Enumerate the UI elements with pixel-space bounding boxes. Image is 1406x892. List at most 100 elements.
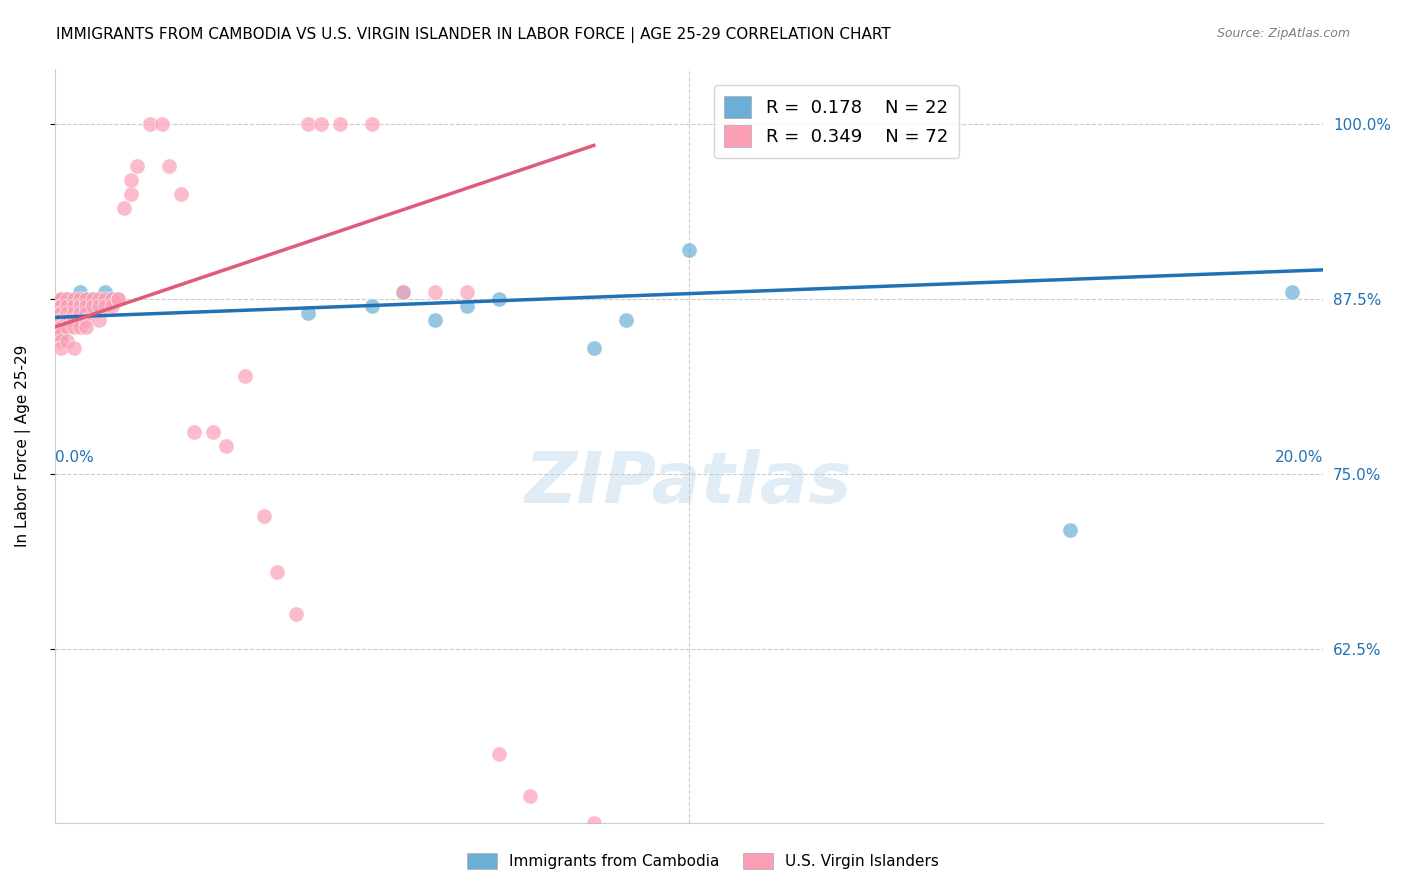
Point [100,292,122,306]
Point [100,292,122,306]
Point [87,313,110,327]
Point [425,313,447,327]
Point [284,607,307,621]
Point [152,118,174,132]
Point [75,292,97,306]
Point [75,292,97,306]
Legend: Immigrants from Cambodia, U.S. Virgin Islanders: Immigrants from Cambodia, U.S. Virgin Is… [461,847,945,875]
Point [49,299,72,313]
Point [56,292,79,306]
Point [69,320,91,334]
Point [62,299,84,313]
Point [266,565,288,579]
Point [360,299,382,313]
Point [94,285,117,300]
Point [94,299,117,313]
Point [107,292,129,306]
Text: 20.0%: 20.0% [1275,450,1323,465]
Point [112,202,135,216]
Point [62,313,84,327]
Point [75,299,97,313]
Point [107,292,129,306]
Point [456,285,478,300]
Point [100,299,122,313]
Point [62,306,84,320]
Point [120,187,142,202]
Point [297,306,319,320]
Point [120,173,142,187]
Point [75,313,97,327]
Point [157,160,180,174]
Point [1059,523,1081,537]
Point [56,299,79,313]
Point [678,244,700,258]
Point [49,299,72,313]
Point [49,306,72,320]
Point [49,327,72,342]
Point [75,299,97,313]
Point [69,299,91,313]
Point [488,747,510,761]
Point [56,334,79,348]
Point [62,313,84,327]
Point [49,334,72,348]
Point [87,292,110,306]
Point [49,320,72,334]
Point [69,292,91,306]
Point [329,118,352,132]
Point [360,118,382,132]
Point [49,292,72,306]
Point [125,160,148,174]
Point [94,292,117,306]
Point [62,320,84,334]
Point [75,320,97,334]
Point [202,425,225,439]
Point [49,320,72,334]
Legend: R =  0.178    N = 22, R =  0.349    N = 72: R = 0.178 N = 22, R = 0.349 N = 72 [714,85,959,158]
Point [87,299,110,313]
Point [82,292,104,306]
Point [56,292,79,306]
Point [425,285,447,300]
Point [170,187,193,202]
Text: 0.0%: 0.0% [55,450,93,465]
Point [49,313,72,327]
Text: IMMIGRANTS FROM CAMBODIA VS U.S. VIRGIN ISLANDER IN LABOR FORCE | AGE 25-29 CORR: IMMIGRANTS FROM CAMBODIA VS U.S. VIRGIN … [56,27,891,43]
Point [309,118,332,132]
Point [49,292,72,306]
Point [69,306,91,320]
Point [488,292,510,306]
Point [614,313,637,327]
Point [82,292,104,306]
Point [183,425,205,439]
Point [49,313,72,327]
Point [82,299,104,313]
Point [582,816,605,830]
Point [62,306,84,320]
Point [49,306,72,320]
Point [139,118,162,132]
Point [62,341,84,355]
Point [56,306,79,320]
Point [49,341,72,355]
Point [582,341,605,355]
Point [233,369,256,384]
Point [49,327,72,342]
Point [297,118,319,132]
Point [49,292,72,306]
Point [519,789,541,803]
Point [75,306,97,320]
Point [56,320,79,334]
Point [56,313,79,327]
Point [253,508,276,523]
Point [62,292,84,306]
Point [49,292,72,306]
Point [87,299,110,313]
Point [1281,285,1303,300]
Point [456,299,478,313]
Point [215,439,238,453]
Point [69,285,91,300]
Point [392,285,415,300]
Text: Source: ZipAtlas.com: Source: ZipAtlas.com [1216,27,1350,40]
Text: ZIPatlas: ZIPatlas [526,450,852,518]
